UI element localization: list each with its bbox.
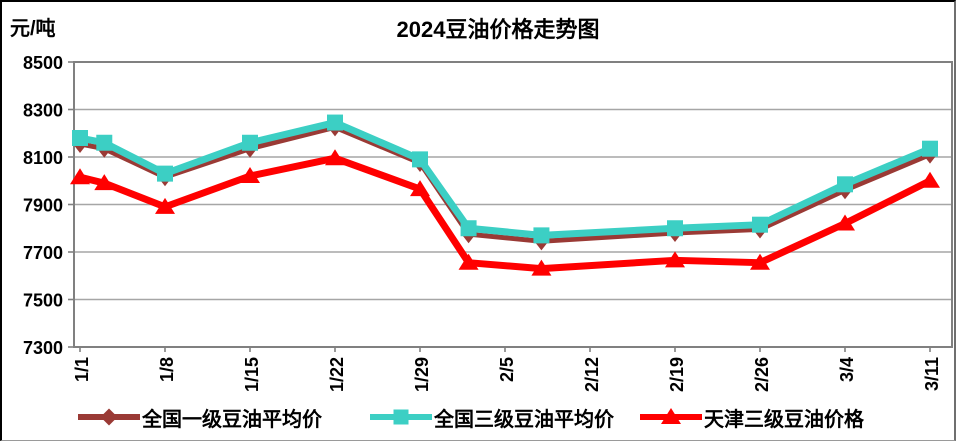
svg-text:7300: 7300 bbox=[23, 338, 63, 358]
legend-label: 全国一级豆油平均价 bbox=[142, 408, 322, 431]
legend-entry-national-grade3: 全国三级豆油平均价 bbox=[370, 403, 614, 432]
svg-text:2/19: 2/19 bbox=[667, 357, 687, 392]
legend-label: 天津三级豆油价格 bbox=[704, 408, 864, 431]
svg-text:2/5: 2/5 bbox=[497, 357, 517, 382]
y-axis-unit-label: 元/吨 bbox=[10, 18, 56, 40]
svg-text:8300: 8300 bbox=[23, 101, 63, 121]
diamond-marker-icon bbox=[78, 407, 140, 427]
chart-title: 2024豆油价格走势图 bbox=[396, 17, 600, 42]
svg-text:7900: 7900 bbox=[23, 196, 63, 216]
svg-text:3/4: 3/4 bbox=[837, 357, 857, 382]
square-marker-icon bbox=[370, 407, 432, 427]
svg-text:1/1: 1/1 bbox=[72, 357, 92, 382]
svg-text:3/11: 3/11 bbox=[922, 357, 942, 391]
svg-text:7500: 7500 bbox=[23, 291, 63, 311]
legend-entry-national-grade1: 全国一级豆油平均价 bbox=[78, 403, 322, 432]
svg-text:1/15: 1/15 bbox=[242, 357, 262, 392]
svg-text:8500: 8500 bbox=[23, 53, 63, 73]
svg-text:1/8: 1/8 bbox=[157, 357, 177, 382]
triangle-marker-icon bbox=[640, 407, 702, 427]
svg-text:2/12: 2/12 bbox=[582, 357, 602, 392]
svg-text:2/26: 2/26 bbox=[752, 357, 772, 392]
svg-text:7700: 7700 bbox=[23, 243, 63, 263]
svg-text:1/22: 1/22 bbox=[327, 357, 347, 392]
legend-label: 全国三级豆油平均价 bbox=[434, 408, 614, 431]
svg-text:8100: 8100 bbox=[23, 148, 63, 168]
svg-text:1/29: 1/29 bbox=[412, 357, 432, 392]
chart-legend: 全国一级豆油平均价 全国三级豆油平均价 天津三级豆油价格 bbox=[2, 400, 954, 434]
legend-entry-tianjin-grade3: 天津三级豆油价格 bbox=[640, 403, 864, 432]
